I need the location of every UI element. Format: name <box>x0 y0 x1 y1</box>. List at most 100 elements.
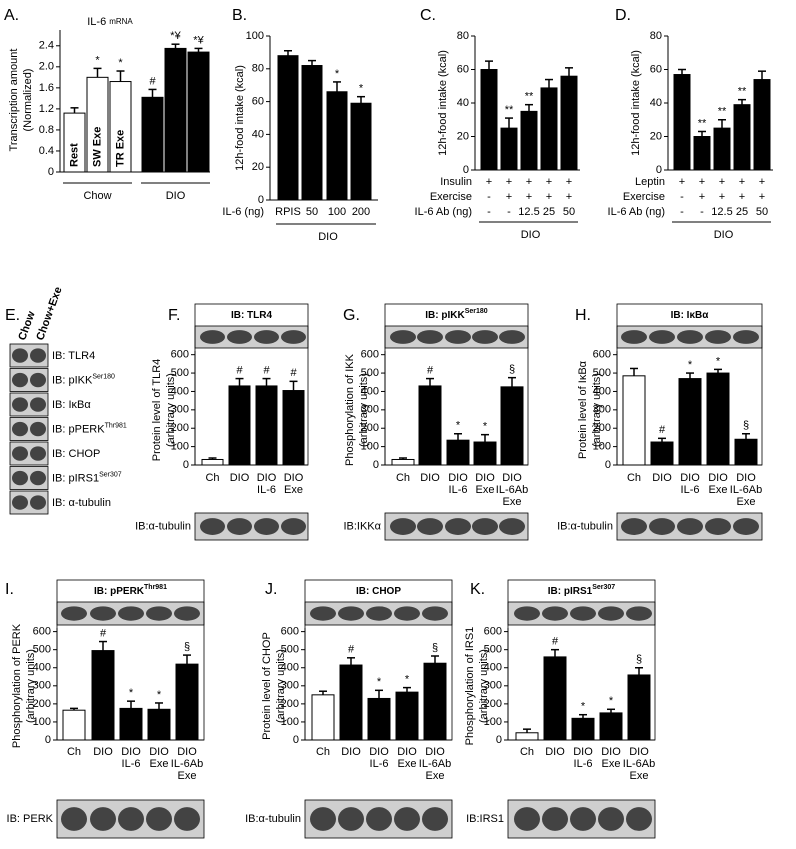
row-label-main: IB: pIKK <box>52 374 93 386</box>
y-tick-label: 300 <box>281 680 299 692</box>
blot-band <box>542 606 568 621</box>
bar <box>301 65 323 201</box>
row-value: + <box>759 176 765 188</box>
y-tick-label: 0 <box>258 194 264 206</box>
blot-band <box>445 330 471 344</box>
annotation: § <box>636 654 642 666</box>
row-value: 25 <box>543 206 555 218</box>
bar <box>141 96 164 173</box>
row-value: + <box>566 191 572 203</box>
row-label: Exercise <box>430 191 472 203</box>
y-tick-label: 60 <box>650 63 662 75</box>
bar <box>277 55 299 201</box>
blot-band <box>30 372 46 388</box>
row-value: + <box>759 191 765 203</box>
blot-title-main: IB: CHOP <box>356 586 401 597</box>
y-tick-label: 200 <box>484 698 502 710</box>
panel-letter: F. <box>168 307 180 324</box>
y-tick-label: 60 <box>252 96 264 108</box>
annotation: # <box>290 367 297 379</box>
bar <box>109 81 132 173</box>
row-value: + <box>739 191 745 203</box>
category-label: Exe <box>503 496 522 508</box>
category-label: IL-6Ab <box>496 484 528 496</box>
bar <box>187 51 210 173</box>
y-axis-label: Protein level of TLR4 <box>151 359 163 462</box>
category-label: Exe <box>178 770 197 782</box>
chart-title-small: mRNA <box>109 17 133 26</box>
bar <box>500 127 518 171</box>
y-tick-label: 200 <box>281 698 299 710</box>
blot-band <box>310 606 336 621</box>
row-value: - <box>487 191 491 203</box>
blot-band <box>30 397 46 412</box>
blot-band <box>733 518 759 535</box>
category-label: Exe <box>150 758 169 770</box>
blot-band <box>12 372 28 388</box>
y-tick-label: 20 <box>650 130 662 142</box>
category-label: 200 <box>352 206 370 218</box>
blot-band <box>394 807 420 831</box>
y-axis-label: (arbitrary units) <box>275 649 287 723</box>
bar <box>706 372 730 466</box>
blot-band <box>621 330 647 344</box>
blot-band <box>649 330 675 344</box>
bar <box>350 102 372 201</box>
row-value: + <box>546 176 552 188</box>
category-label: DIO <box>420 472 440 484</box>
blot-band <box>514 606 540 621</box>
bar <box>228 385 251 466</box>
y-tick-label: 40 <box>650 97 662 109</box>
blot-title: IB: IκBα <box>671 310 710 321</box>
row-value: + <box>719 176 725 188</box>
bar <box>560 75 578 171</box>
loading-label: IB:α-tubulin <box>245 813 301 825</box>
blot-band <box>12 421 28 437</box>
y-tick-label: 40 <box>252 128 264 140</box>
y-tick-label: 20 <box>457 130 469 142</box>
bar <box>395 691 419 741</box>
category-label: DIO <box>284 472 304 484</box>
bar <box>175 663 199 741</box>
blot-band <box>146 606 172 621</box>
row-value: + <box>526 191 532 203</box>
y-tick-label: 80 <box>457 30 469 42</box>
blot-band <box>200 518 225 535</box>
y-tick-label: 0.4 <box>39 145 54 157</box>
group-label: DIO <box>318 231 338 243</box>
panel-letter: G. <box>343 307 360 324</box>
x-prefix: IL-6 (ng) <box>222 206 264 218</box>
row-value: 12.5 <box>711 206 732 218</box>
category-label: Exe <box>602 758 621 770</box>
blot-band <box>90 606 116 621</box>
category-label: DIO <box>573 746 593 758</box>
blot-title-main: IB: TLR4 <box>231 310 273 321</box>
blot-band <box>118 807 144 831</box>
row-value: - <box>507 206 511 218</box>
annotation: * <box>129 687 134 699</box>
category-label: IL-6 <box>574 758 593 770</box>
panel-letter: A. <box>4 7 19 24</box>
category-label: DIO <box>708 472 728 484</box>
bar <box>282 390 305 466</box>
annotation: # <box>263 364 270 376</box>
blot-band <box>174 606 200 621</box>
bar <box>86 76 109 173</box>
row-value: + <box>699 176 705 188</box>
y-axis-label: (arbitrary units) <box>591 373 603 447</box>
bar <box>540 87 558 171</box>
category-label: DIO <box>257 472 277 484</box>
y-tick-label: 100 <box>281 716 299 728</box>
blot-band <box>12 348 28 363</box>
y-axis-label: 12h-food intake (kcal) <box>630 50 642 156</box>
y-tick-label: 600 <box>171 349 189 361</box>
panel-letter: K. <box>470 581 485 598</box>
blot-band <box>12 495 28 510</box>
bar <box>733 104 751 171</box>
panel-letter: H. <box>575 307 591 324</box>
blot-band <box>733 330 759 344</box>
row-value: + <box>526 176 532 188</box>
blot-band <box>472 330 498 344</box>
row-value: + <box>719 191 725 203</box>
category-label: IL-6 <box>681 484 700 496</box>
